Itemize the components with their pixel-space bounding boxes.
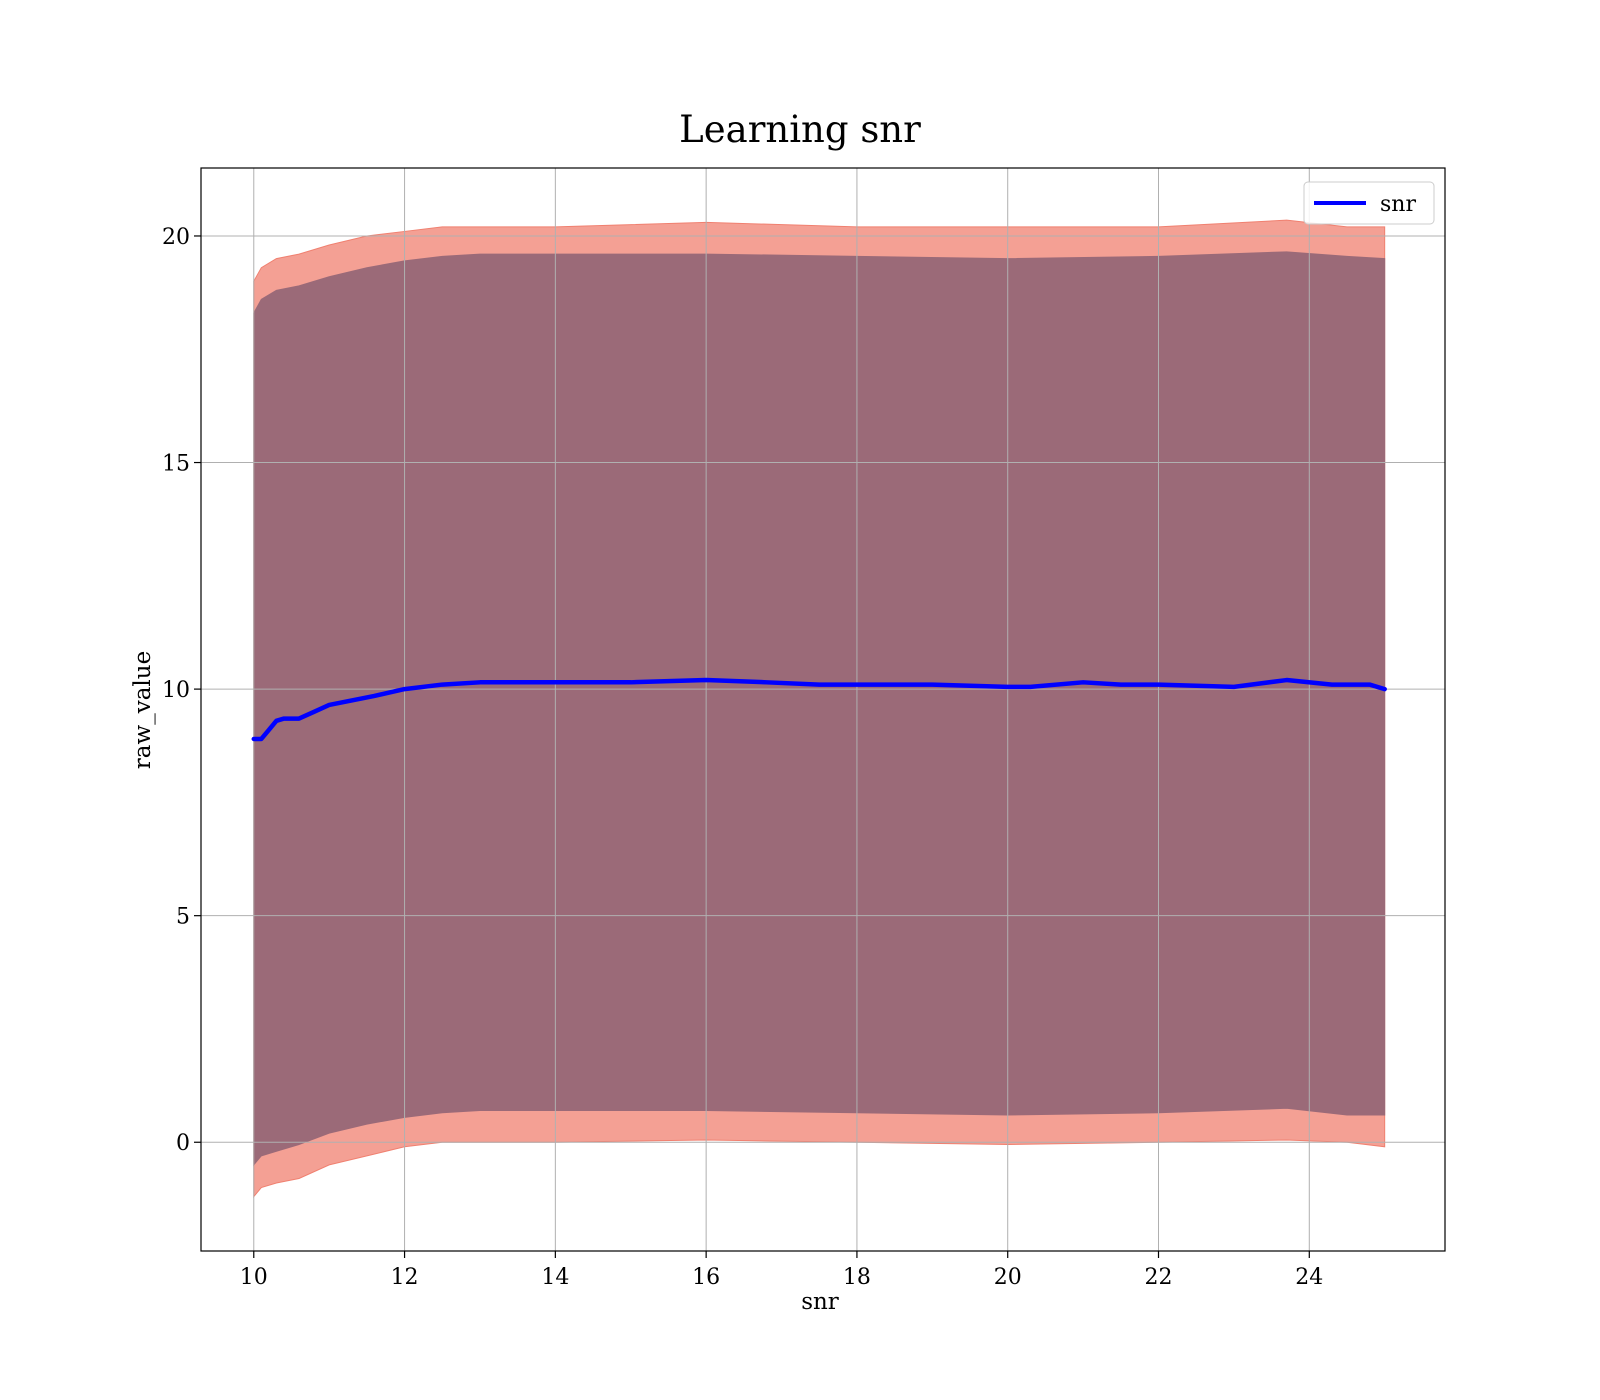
x-tick-label: 14	[541, 1265, 569, 1290]
x-tick-label: 10	[240, 1265, 268, 1290]
x-tick-label: 20	[994, 1265, 1022, 1290]
series-line-snr	[251, 677, 1387, 742]
y-tick-label: 20	[162, 225, 190, 250]
y-tick-label: 0	[176, 1131, 190, 1156]
legend-box	[1303, 181, 1435, 225]
confidence-bands	[253, 219, 1386, 1199]
legend-label: snr	[1380, 192, 1416, 217]
y-tick-label: 10	[162, 678, 190, 703]
x-tick-label: 18	[843, 1265, 871, 1290]
band-1	[253, 251, 1386, 1167]
y-tick-label: 15	[162, 452, 190, 477]
x-axis-label: snr	[801, 1289, 839, 1315]
legend: snr	[1303, 181, 1435, 225]
chart-title: Learning snr	[679, 108, 921, 151]
x-tick-label: 22	[1145, 1265, 1173, 1290]
y-axis-label: raw_value	[130, 651, 156, 769]
x-tick-label: 12	[391, 1265, 419, 1290]
x-tick-label: 16	[692, 1265, 720, 1290]
plot-frame	[200, 167, 1446, 1252]
y-tick-label: 5	[176, 905, 190, 930]
x-tick-label: 24	[1295, 1265, 1323, 1290]
x-axis-ticks: 10 12 14 16 18 20 22 24	[240, 1251, 1323, 1290]
series-lines	[251, 677, 1387, 742]
y-axis-ticks: 0 5 10 15 20	[162, 225, 201, 1156]
